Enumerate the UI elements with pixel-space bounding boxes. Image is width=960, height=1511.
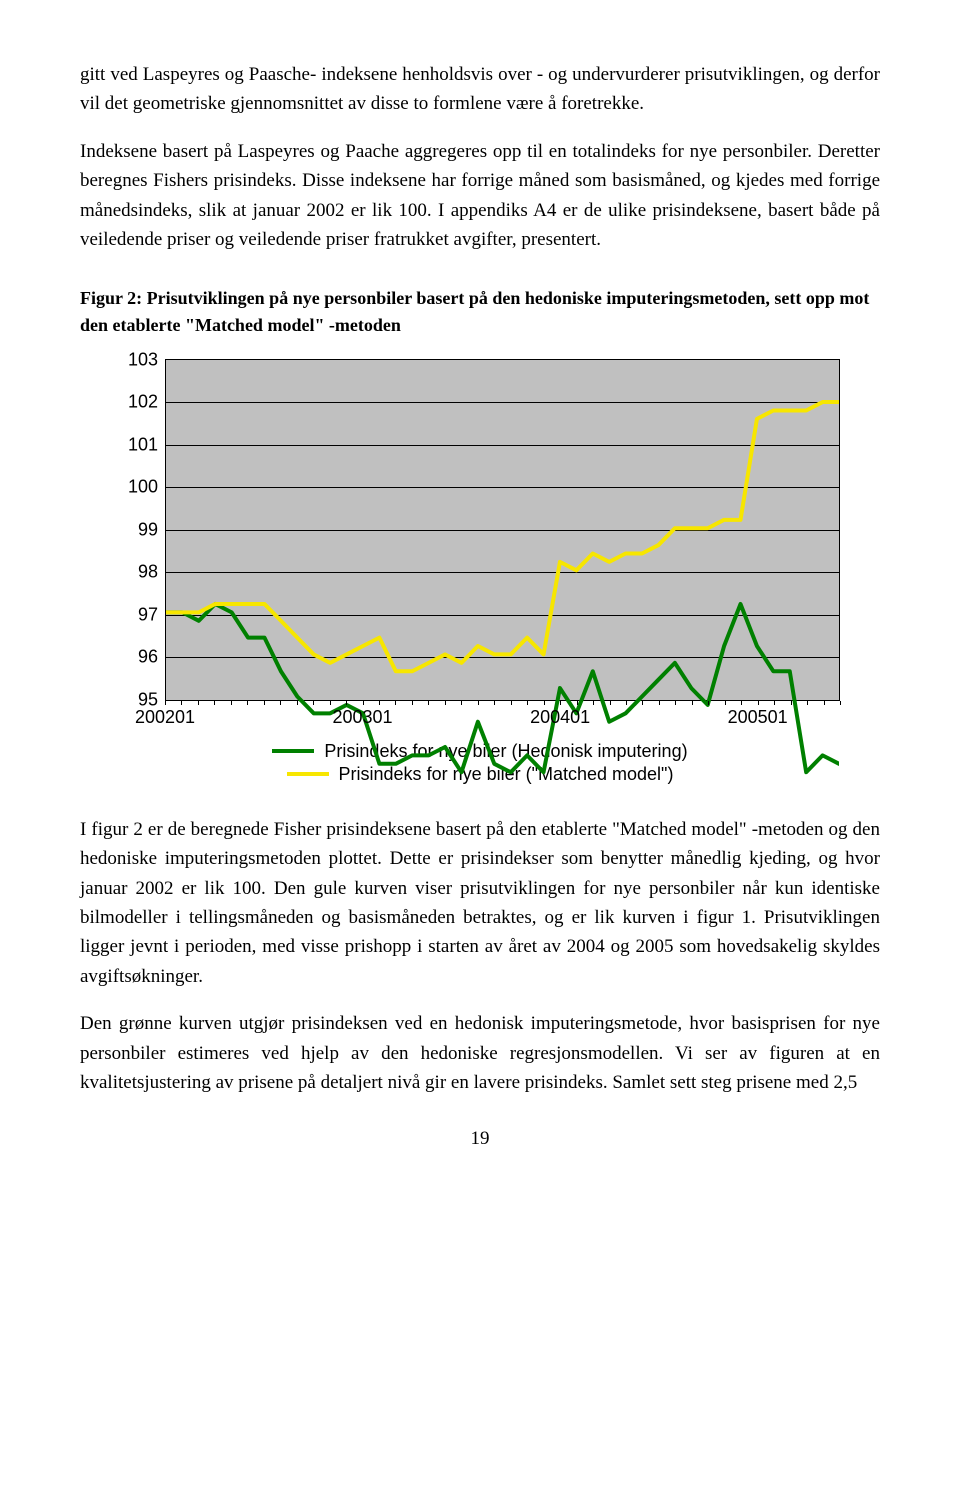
- paragraph-2: Indeksene basert på Laspeyres og Paache …: [80, 137, 880, 255]
- chart-y-tick: 102: [128, 392, 166, 413]
- chart-x-tick: 200301: [333, 707, 393, 728]
- chart-x-tick: 200201: [135, 707, 195, 728]
- figure-caption: Figur 2: Prisutviklingen på nye personbi…: [80, 285, 880, 339]
- chart-y-tick: 100: [128, 477, 166, 498]
- chart-plot-area: 9596979899100101102103: [165, 359, 840, 701]
- chart-series-matched: [166, 402, 839, 671]
- chart-y-tick: 96: [138, 647, 166, 668]
- chart-y-tick: 103: [128, 349, 166, 370]
- chart-container: 9596979899100101102103 200201 200301 20040…: [100, 359, 860, 785]
- chart-x-tick: 200501: [728, 707, 788, 728]
- chart-y-tick: 98: [138, 562, 166, 583]
- chart-y-tick: 97: [138, 604, 166, 625]
- chart-x-axis: 200201200301200401200501: [165, 701, 840, 727]
- paragraph-1: gitt ved Laspeyres og Paasche- indeksene…: [80, 60, 880, 119]
- chart-y-tick: 101: [128, 434, 166, 455]
- page-number: 19: [80, 1128, 880, 1150]
- chart-x-tick: 200401: [530, 707, 590, 728]
- chart-series-hedonic: [166, 604, 839, 772]
- chart-y-tick: 99: [138, 519, 166, 540]
- chart-series-svg: [166, 360, 839, 1033]
